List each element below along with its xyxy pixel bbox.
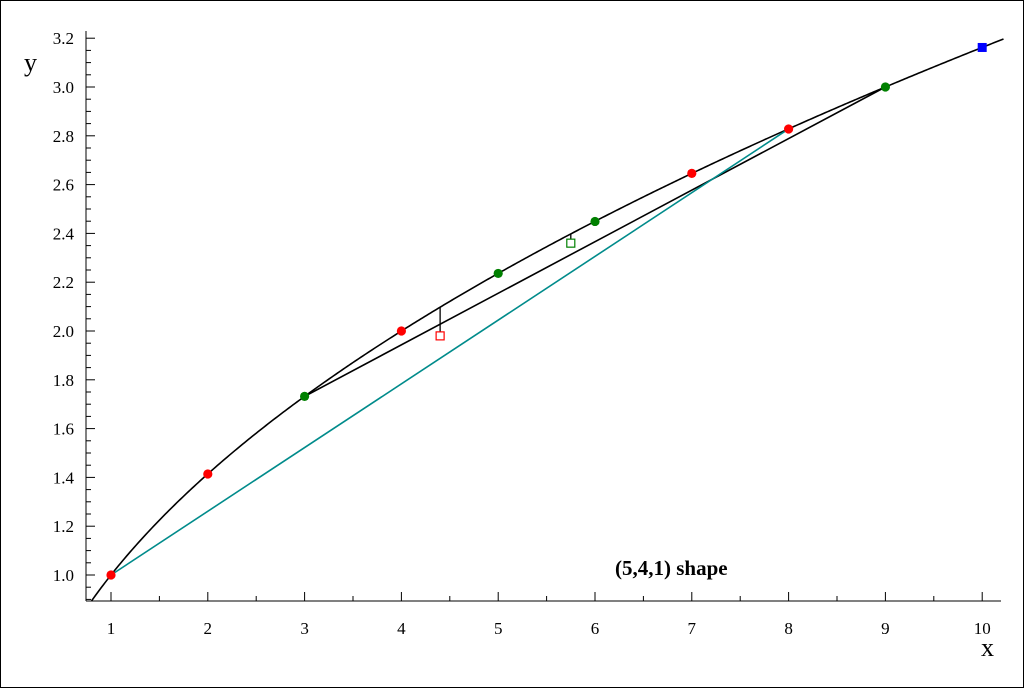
secant-line-black bbox=[304, 86, 886, 398]
y-tick-label: 1.4 bbox=[53, 468, 75, 487]
y-tick-label: 3.0 bbox=[53, 78, 74, 97]
x-tick-label: 6 bbox=[591, 619, 600, 638]
data-point bbox=[396, 326, 406, 336]
y-axis-label: y bbox=[24, 48, 37, 77]
x-tick-label: 4 bbox=[397, 619, 406, 638]
y-tick-label: 2.4 bbox=[53, 224, 75, 243]
x-tick-label: 8 bbox=[784, 619, 793, 638]
x-tick-label: 7 bbox=[688, 619, 697, 638]
y-tick-label: 3.2 bbox=[53, 29, 74, 48]
y-tick-label: 2.6 bbox=[53, 176, 74, 195]
x-axis-label: x bbox=[981, 633, 994, 662]
x-tick-label: 5 bbox=[494, 619, 503, 638]
x-tick-label: 1 bbox=[107, 619, 116, 638]
data-point bbox=[203, 469, 213, 479]
y-tick-label: 1.2 bbox=[53, 517, 74, 536]
open-square-marker bbox=[435, 331, 445, 341]
data-point bbox=[784, 124, 794, 134]
data-point bbox=[687, 168, 697, 178]
data-point bbox=[106, 570, 116, 580]
data-point bbox=[590, 216, 600, 227]
y-tick-label: 1.8 bbox=[53, 371, 74, 390]
y-tick-label: 2.8 bbox=[53, 127, 74, 146]
sqrt-curve bbox=[90, 38, 1004, 602]
x-tick-label: 2 bbox=[204, 619, 213, 638]
data-point bbox=[300, 391, 310, 401]
y-tick-label: 1.6 bbox=[53, 420, 74, 439]
x-tick-label: 3 bbox=[300, 619, 309, 638]
x-tick-label: 9 bbox=[881, 619, 890, 638]
x-tick-label: 10 bbox=[974, 619, 991, 638]
data-point bbox=[493, 268, 503, 279]
plot-area bbox=[90, 38, 1004, 602]
axes: 1.0 1.2 1.4 1.6 1.8 2.0 2.2 2.4 2.6 2.8 3.0 3.2 1 2 3 4… bbox=[53, 29, 1001, 638]
y-tick-label: 2.2 bbox=[53, 273, 74, 292]
open-square-marker bbox=[566, 238, 576, 248]
y-tick-label: 2.0 bbox=[53, 322, 74, 341]
y-tick-label: 1.0 bbox=[53, 566, 74, 585]
data-point bbox=[880, 82, 891, 92]
secant-line-teal bbox=[110, 128, 790, 576]
shape-annotation: (5,4,1) shape bbox=[615, 556, 728, 580]
data-point-square bbox=[977, 42, 987, 52]
